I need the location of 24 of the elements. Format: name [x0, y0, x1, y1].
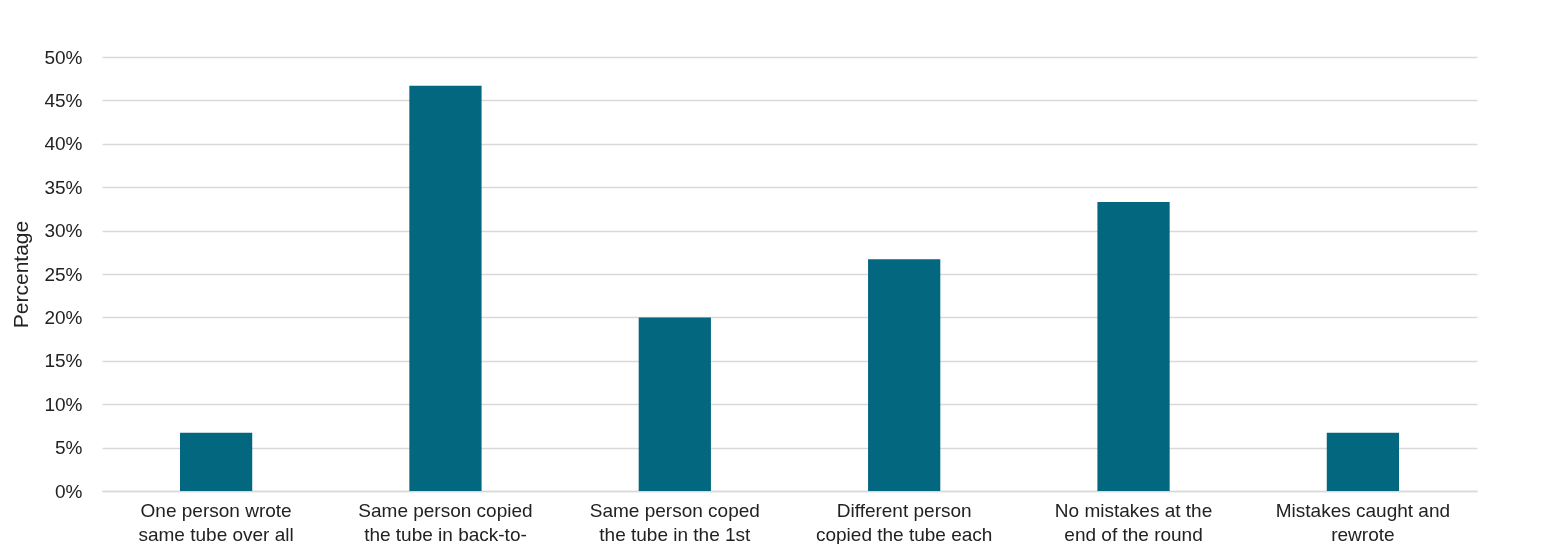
x-tick-label: One person wrote same tube over all [138, 499, 294, 545]
bar [638, 317, 711, 491]
bar [179, 432, 253, 491]
bar [868, 259, 941, 491]
y-tick-label: 40% [44, 133, 83, 155]
bar [1326, 432, 1400, 491]
x-tick-label: No mistakes at the end of the round [1054, 499, 1213, 545]
y-tick-label: 0% [55, 480, 83, 502]
x-tick-label: Same person copied the tube in back-to- [358, 499, 533, 545]
y-tick-label: 50% [44, 46, 83, 68]
y-tick-label: 10% [44, 393, 83, 415]
x-tick-label: Mistakes caught and rewrote [1275, 499, 1451, 545]
bar [1097, 201, 1170, 491]
y-tick-label: 30% [44, 220, 83, 242]
y-tick-label: 5% [55, 437, 83, 459]
y-tick-label: 15% [44, 350, 83, 372]
x-tick-label: Same person coped the tube in the 1st [589, 499, 760, 545]
y-tick-label: 35% [44, 176, 83, 198]
y-axis-title: Percentage [9, 220, 33, 329]
bar [409, 85, 482, 491]
y-tick-label: 45% [44, 89, 83, 111]
y-tick-label: 25% [44, 263, 83, 285]
x-tick-label: Different person copied the tube each [815, 499, 993, 545]
y-tick-label: 20% [44, 306, 83, 328]
